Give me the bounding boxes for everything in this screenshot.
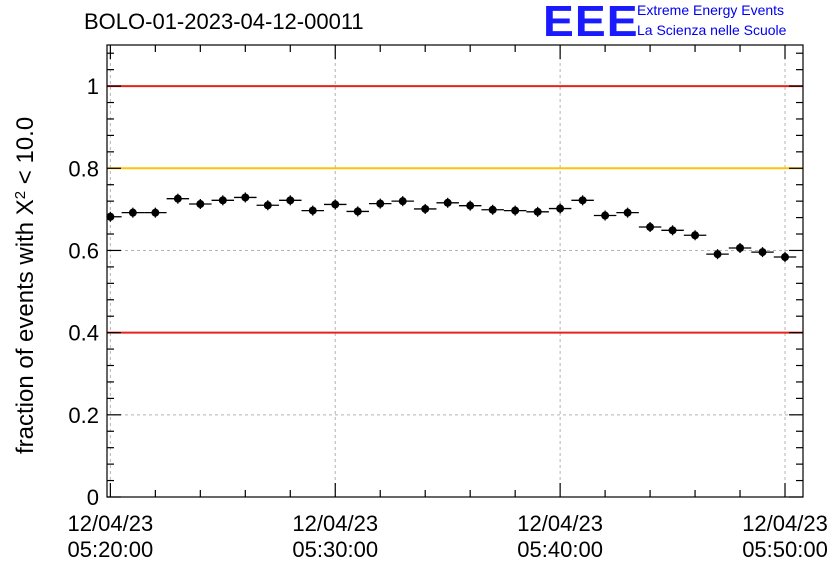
- data-point: [646, 223, 655, 232]
- logo-line-2: La Scienza nelle Scuole: [637, 22, 787, 38]
- data-point: [241, 193, 250, 202]
- data-point: [443, 198, 452, 207]
- tick-labels: 00.20.40.60.8112/04/2305:20:0012/04/2305…: [68, 74, 828, 562]
- y-axis-label-sup: 2: [12, 191, 29, 199]
- chart-title: BOLO-01-2023-04-12-00011: [84, 9, 364, 34]
- data-point: [488, 205, 497, 214]
- x-tick-label-time: 05:40:00: [517, 537, 603, 562]
- y-tick-label: 1: [87, 74, 99, 99]
- data-point: [263, 201, 272, 210]
- data-point: [736, 243, 745, 252]
- data-point: [398, 197, 407, 206]
- data-point: [533, 207, 542, 216]
- x-tick-label-time: 05:50:00: [742, 537, 828, 562]
- data-point: [578, 196, 587, 205]
- y-tick-label: 0.4: [68, 321, 99, 346]
- x-tick-label-time: 05:20:00: [68, 537, 154, 562]
- data-point: [668, 226, 677, 235]
- data-point: [421, 204, 430, 213]
- x-tick-label-time: 05:30:00: [292, 537, 378, 562]
- y-tick-label: 0.2: [68, 403, 99, 428]
- data-point: [601, 211, 610, 220]
- data-points: [106, 192, 797, 263]
- x-tick-label-date: 12/04/23: [68, 511, 154, 536]
- data-point: [286, 196, 295, 205]
- y-axis-label-suffix: < 10.0: [12, 117, 39, 191]
- reference-lines: [107, 85, 803, 334]
- data-point: [353, 207, 362, 216]
- eee-logo: EEE: [543, 0, 639, 46]
- data-point: [331, 200, 340, 209]
- data-point: [106, 212, 115, 221]
- data-point: [173, 194, 182, 203]
- x-tick-label-date: 12/04/23: [517, 511, 603, 536]
- data-point: [713, 250, 722, 259]
- data-point: [376, 199, 385, 208]
- grid-layer: [107, 45, 803, 497]
- axis-ticks: [107, 45, 803, 498]
- y-tick-label: 0.8: [68, 156, 99, 181]
- data-point: [466, 201, 475, 210]
- y-axis-label: fraction of events with X2 < 10.0: [12, 117, 40, 454]
- data-point: [128, 208, 137, 217]
- data-point: [151, 208, 160, 217]
- data-point: [556, 204, 565, 213]
- data-point: [691, 231, 700, 240]
- x-tick-label-date: 12/04/23: [742, 511, 828, 536]
- data-point: [623, 208, 632, 217]
- data-point: [511, 206, 520, 215]
- y-tick-label: 0.6: [68, 238, 99, 263]
- logo-line-1: Extreme Energy Events: [637, 2, 785, 18]
- y-axis-label-chi: X: [12, 199, 39, 215]
- x-tick-label-date: 12/04/23: [292, 511, 378, 536]
- data-point: [781, 253, 790, 262]
- plot-frame: [106, 44, 804, 498]
- y-tick-label: 0: [87, 485, 99, 510]
- data-point: [308, 206, 317, 215]
- data-point: [758, 248, 767, 257]
- y-axis-label-text: fraction of events with: [12, 215, 39, 454]
- data-point: [196, 200, 205, 209]
- data-point: [218, 196, 227, 205]
